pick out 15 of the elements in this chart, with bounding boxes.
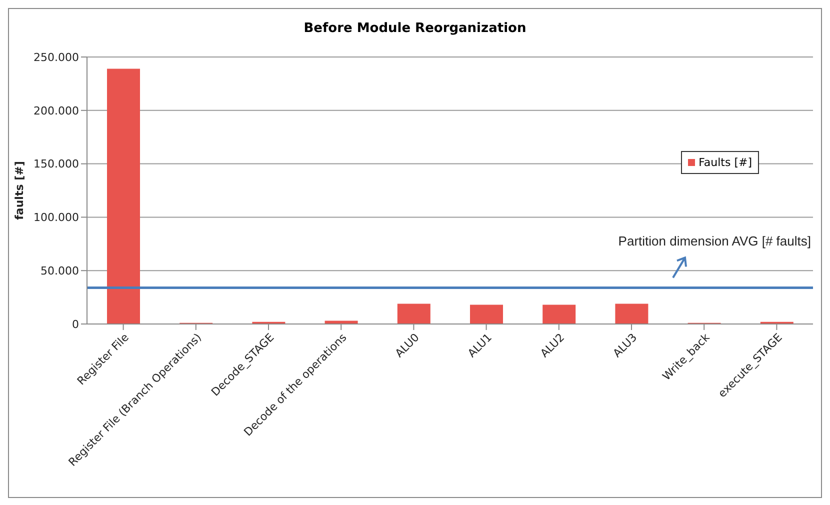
y-tick-label: 100.000: [34, 211, 79, 224]
bar: [542, 304, 576, 324]
y-tick-label: 150.000: [34, 158, 79, 171]
chart-title: Before Module Reorganization: [302, 21, 528, 38]
bar: [470, 304, 503, 324]
bar: [107, 68, 140, 324]
y-tick-label: 200.000: [34, 104, 79, 118]
bar: [397, 304, 430, 324]
y-tick-label: 50.000: [40, 264, 79, 278]
y-axis-title: faults [#]: [12, 161, 26, 220]
y-tick-label: 250.000: [34, 50, 79, 64]
ref-line-label: Partition dimension AVG [# faults]: [618, 234, 811, 249]
legend-label: Faults [#]: [698, 156, 752, 169]
y-tick-label: 0: [72, 318, 79, 331]
bar: [615, 304, 648, 324]
